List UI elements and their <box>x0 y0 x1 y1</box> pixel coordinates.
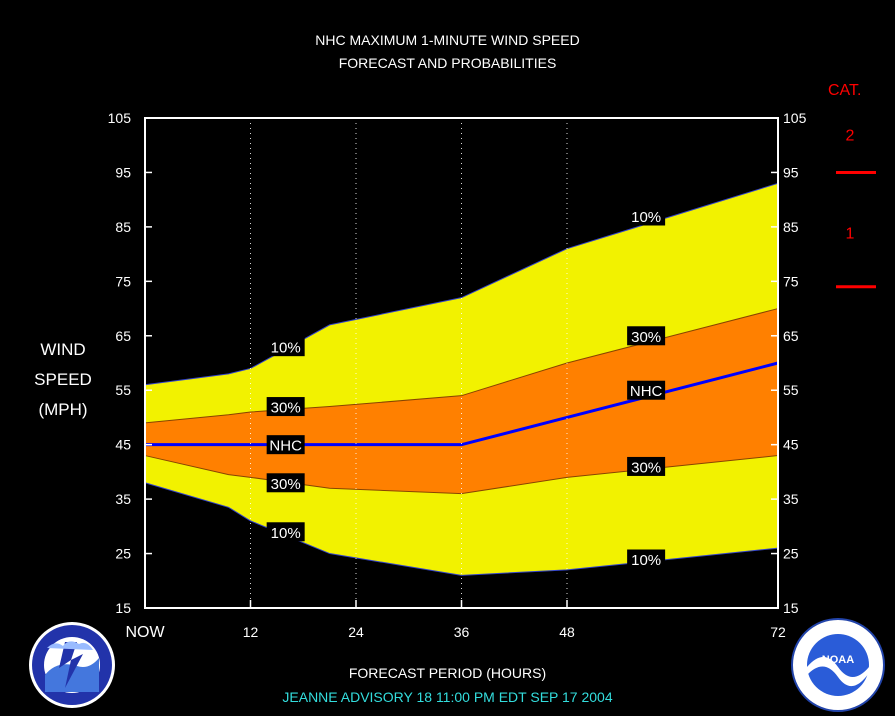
band-label-bg <box>266 435 305 455</box>
y-tick-label-left: 25 <box>115 546 131 562</box>
x-tick-label: 24 <box>348 624 364 640</box>
band-label: NHC <box>630 383 663 400</box>
y-tick-label-right: 35 <box>783 491 799 507</box>
x-axis-label: FORECAST PERIOD (HOURS) <box>348 665 547 681</box>
band-label: 10% <box>271 340 301 357</box>
nws-logo-icon <box>29 622 115 708</box>
band-label: 30% <box>271 400 301 417</box>
y-tick-label-left: 55 <box>115 382 131 398</box>
x-tick-label: NOW <box>125 624 165 641</box>
y-tick-label-right: 105 <box>783 110 807 126</box>
chart-subtitle: FORECAST AND PROBABILITIES <box>338 55 557 71</box>
y-axis-label-line-1: WIND <box>40 340 86 359</box>
band-label-bg <box>627 549 666 569</box>
y-tick-label-left: 65 <box>115 328 131 344</box>
x-tick-label: 72 <box>770 624 786 640</box>
y-axis-label-line-3: (MPH) <box>38 400 88 419</box>
band-label: 30% <box>271 476 301 493</box>
y-tick-label-right: 25 <box>783 546 799 562</box>
noaa-logo-text: NOAA <box>822 654 854 666</box>
x-tick-label: 36 <box>454 624 470 640</box>
band-label-bg <box>627 326 666 346</box>
band-label: 30% <box>631 329 661 346</box>
band-label: NHC <box>269 438 302 455</box>
band-label-bg <box>627 206 666 226</box>
band-label-bg <box>266 473 305 493</box>
y-tick-label-right: 95 <box>783 164 799 180</box>
band-label-bg <box>266 337 305 357</box>
y-tick-label-left: 45 <box>115 437 131 453</box>
y-tick-label-right: 15 <box>783 600 799 616</box>
y-tick-label-left: 85 <box>115 219 131 235</box>
y-tick-label-left: 35 <box>115 491 131 507</box>
y-tick-label-right: 75 <box>783 273 799 289</box>
band-label-bg <box>266 522 305 542</box>
x-tick-label: 12 <box>243 624 259 640</box>
y-axis-label-line-2: SPEED <box>34 370 92 389</box>
y-tick-label-left: 105 <box>108 110 132 126</box>
category-header: CAT. <box>828 82 862 99</box>
chart-title: NHC MAXIMUM 1-MINUTE WIND SPEED <box>315 32 580 48</box>
y-tick-label-right: 45 <box>783 437 799 453</box>
category-label: 2 <box>846 127 855 144</box>
band-label-bg <box>627 456 666 476</box>
y-tick-label-right: 55 <box>783 382 799 398</box>
category-label: 1 <box>846 225 855 242</box>
band-label-bg <box>266 397 305 417</box>
band-label-bg <box>627 380 666 400</box>
band-label: 10% <box>631 209 661 226</box>
band-label: 30% <box>631 459 661 476</box>
band-label: 10% <box>631 552 661 569</box>
advisory-line: JEANNE ADVISORY 18 11:00 PM EDT SEP 17 2… <box>282 689 613 705</box>
noaa-logo-icon: NOAA <box>791 618 885 712</box>
y-tick-label-right: 65 <box>783 328 799 344</box>
y-tick-label-right: 85 <box>783 219 799 235</box>
y-tick-label-left: 75 <box>115 273 131 289</box>
band-label: 10% <box>271 525 301 542</box>
x-tick-label: 48 <box>559 624 575 640</box>
y-tick-label-left: 95 <box>115 164 131 180</box>
y-tick-label-left: 15 <box>115 600 131 616</box>
